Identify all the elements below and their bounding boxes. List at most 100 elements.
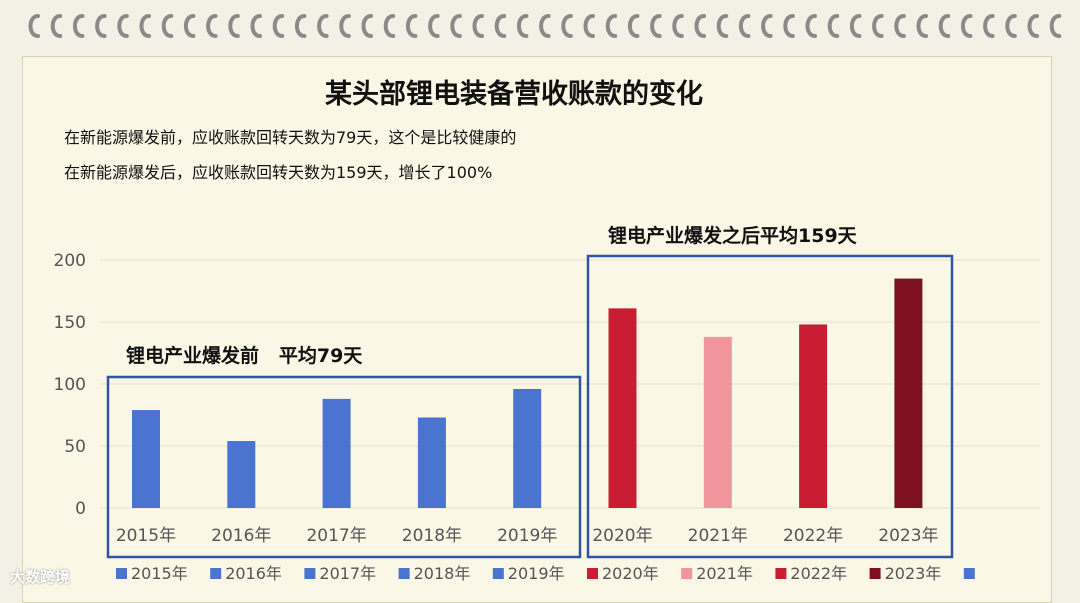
x-tick-label: 2020年 [592,526,652,546]
x-tick-label: 2015年 [116,526,176,546]
ring-icon [383,14,396,38]
legend-label: 2021年 [696,564,753,583]
x-tick-label: 2022年 [783,526,843,546]
ring-icon [539,14,551,38]
legend-swatch [116,568,127,579]
legend-swatch [681,568,693,579]
x-tick-label: 2021年 [688,526,748,546]
ring-icon [250,14,262,38]
legend-swatch [304,568,316,579]
ring-icon [361,14,373,38]
ring-icon [494,14,507,38]
ring-icon [605,14,618,38]
ring-icon [872,14,884,38]
y-tick-label: 100 [54,375,86,395]
ring-icon [206,14,218,38]
ring-icon [650,14,662,38]
bar [132,410,160,508]
annotation-after: 锂电产业爆发之后平均159天 [608,224,858,247]
ring-icon [960,14,973,38]
y-tick-label: 200 [54,251,86,271]
ring-icon [72,14,85,38]
y-tick-label: 150 [54,313,86,333]
bar [703,336,732,508]
bar [608,308,637,508]
legend-label: 2022年 [790,564,847,583]
note-before: 在新能源爆发前，应收账款回转天数为79天，这个是比较健康的 [64,128,517,147]
legend-swatch [398,568,410,579]
legend-swatch [963,568,975,579]
x-tick-label: 2019年 [497,526,557,546]
ring-icon [627,14,640,38]
ring-icon [1049,14,1062,38]
ring-icon [561,14,573,38]
legend-label: 2020年 [602,564,659,583]
legend-swatch [775,568,787,579]
ring-icon [583,14,595,38]
legend-label: 2018年 [414,564,471,583]
ring-icon [228,14,240,38]
legend-swatch [869,568,881,579]
ring-icon [139,14,151,38]
bar [799,324,828,508]
legend-label: 2016年 [225,564,282,583]
ring-icon [761,14,773,38]
spiral-binding [28,14,1062,38]
ring-icon [294,14,307,38]
ring-icon [672,14,684,38]
bar [513,388,542,508]
ring-icon [317,14,329,38]
legend-swatch [210,568,222,579]
ring-icon [983,14,995,38]
x-tick-label: 2017年 [306,526,366,546]
ring-icon [117,14,129,38]
ring-icon [95,14,107,38]
slide-card [22,56,1052,603]
legend-label: 2019年 [508,564,565,583]
legend-label: 2015年 [131,564,188,583]
group-box-before [106,375,582,559]
watermark-text: 大数跨境 [10,568,71,586]
ring-icon [1005,14,1017,38]
ring-icon [738,14,751,38]
bar [227,441,256,508]
ring-icon [183,14,196,38]
ring-icon [450,14,462,38]
ring-icon [50,14,63,38]
ring-icon [28,14,40,38]
bar [322,398,351,508]
annotation-before: 锂电产业爆发前 平均79天 [126,344,363,367]
ring-icon [916,14,928,38]
ring-icon [272,14,285,38]
x-tick-label: 2016年 [211,526,271,546]
y-tick-label: 0 [75,499,86,519]
ring-icon [1027,14,1039,38]
ring-icon [716,14,729,38]
ring-icon [894,14,906,38]
chart-title: 某头部锂电装备营收账款的变化 [325,79,703,110]
legend-label: 2017年 [319,564,376,583]
ring-icon [405,14,418,38]
group-box-after [586,254,954,559]
legend-swatch [492,568,504,579]
ring-icon [783,14,795,38]
ring-icon [472,14,484,38]
x-tick-label: 2018年 [402,526,462,546]
x-tick-label: 2023年 [878,526,938,546]
ring-icon [516,14,529,38]
ring-icon [339,14,351,38]
ring-icon [849,14,862,38]
legend-swatch [587,568,598,579]
ring-icon [805,14,817,38]
bar [417,417,446,508]
bar [894,278,923,508]
note-after: 在新能源爆发后，应收账款回转天数为159天，增长了100% [64,163,493,182]
y-tick-label: 50 [64,437,86,457]
ring-icon [827,14,840,38]
ring-icon [428,14,440,38]
ring-icon [694,14,706,38]
ring-icon [938,14,951,38]
ring-icon [161,14,174,38]
legend-label: 2023年 [885,564,942,583]
